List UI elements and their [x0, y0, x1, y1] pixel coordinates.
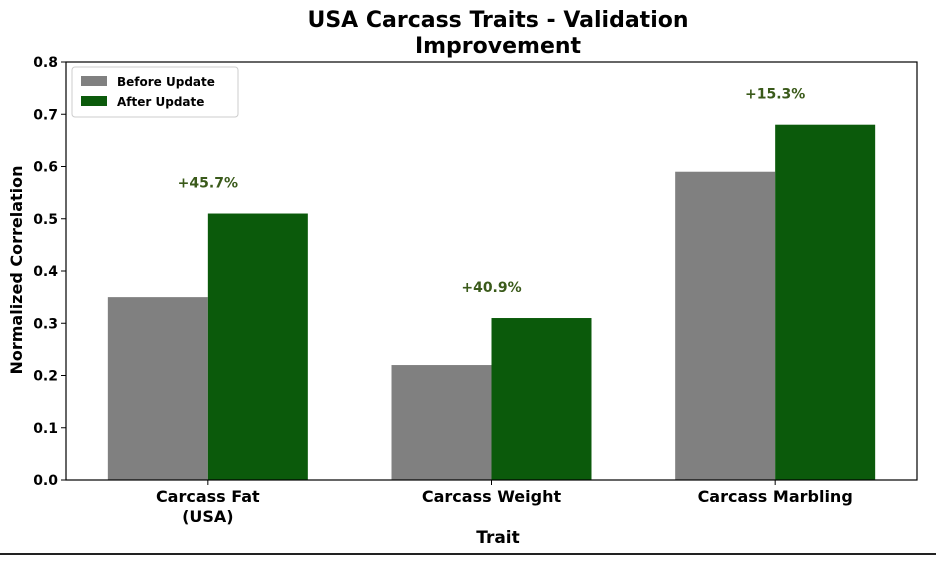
- y-tick-label-6: 0.6: [33, 160, 58, 176]
- bar-after-2: [775, 124, 876, 480]
- bar-before-0: [107, 297, 208, 480]
- chart-title-line-1: USA Carcass Traits - Validation: [307, 8, 688, 33]
- y-tick-label-0: 0.0: [33, 473, 58, 489]
- bar-before-2: [675, 171, 776, 480]
- improvement-label-1: +40.9%: [461, 280, 521, 296]
- chart-title-line-2: Improvement: [415, 34, 582, 59]
- legend-label-1: After Update: [117, 95, 204, 109]
- legend-box: [71, 66, 239, 118]
- x-tick-label-2: Carcass Marbling: [698, 487, 853, 506]
- bar-after-0: [207, 213, 308, 480]
- y-axis-label: Normalized Correlation: [7, 165, 26, 374]
- bar-before-1: [391, 365, 492, 480]
- x-tick-label-0: (USA): [182, 507, 234, 526]
- x-tick-label-1: Carcass Weight: [422, 487, 562, 506]
- y-tick-label-4: 0.4: [33, 264, 58, 280]
- chart-title: USA Carcass Traits - Validation Improvem…: [307, 8, 688, 59]
- x-tick-label-0: Carcass Fat: [156, 487, 260, 506]
- legend-swatch-1: [81, 96, 107, 106]
- x-axis-label: Trait: [476, 528, 520, 548]
- bar-after-1: [491, 318, 592, 480]
- y-tick-label-7: 0.7: [33, 107, 58, 123]
- improvement-label-2: +15.3%: [745, 87, 805, 103]
- y-tick-label-5: 0.5: [33, 212, 58, 228]
- y-tick-label-3: 0.3: [33, 316, 58, 332]
- legend-swatch-0: [81, 76, 107, 86]
- y-tick-label-2: 0.2: [33, 369, 58, 385]
- x-axis: Carcass Fat(USA) Carcass Weight Carcass Ma…: [156, 480, 853, 526]
- legend: Before Update After Update: [71, 66, 239, 118]
- bars-layer: [107, 124, 876, 480]
- annotations-layer: +45.7% +40.9% +15.3%: [178, 87, 806, 296]
- plot-frame: [65, 61, 918, 481]
- y-tick-label-8: 0.8: [33, 55, 58, 71]
- legend-label-0: Before Update: [117, 75, 215, 89]
- improvement-label-0: +45.7%: [178, 176, 238, 192]
- bottom-divider: [0, 553, 936, 555]
- y-tick-label-1: 0.1: [33, 421, 58, 437]
- y-axis: 0.0 0.1 0.2 0.3 0.4 0.5 0.6 0.7 0.8: [33, 55, 66, 489]
